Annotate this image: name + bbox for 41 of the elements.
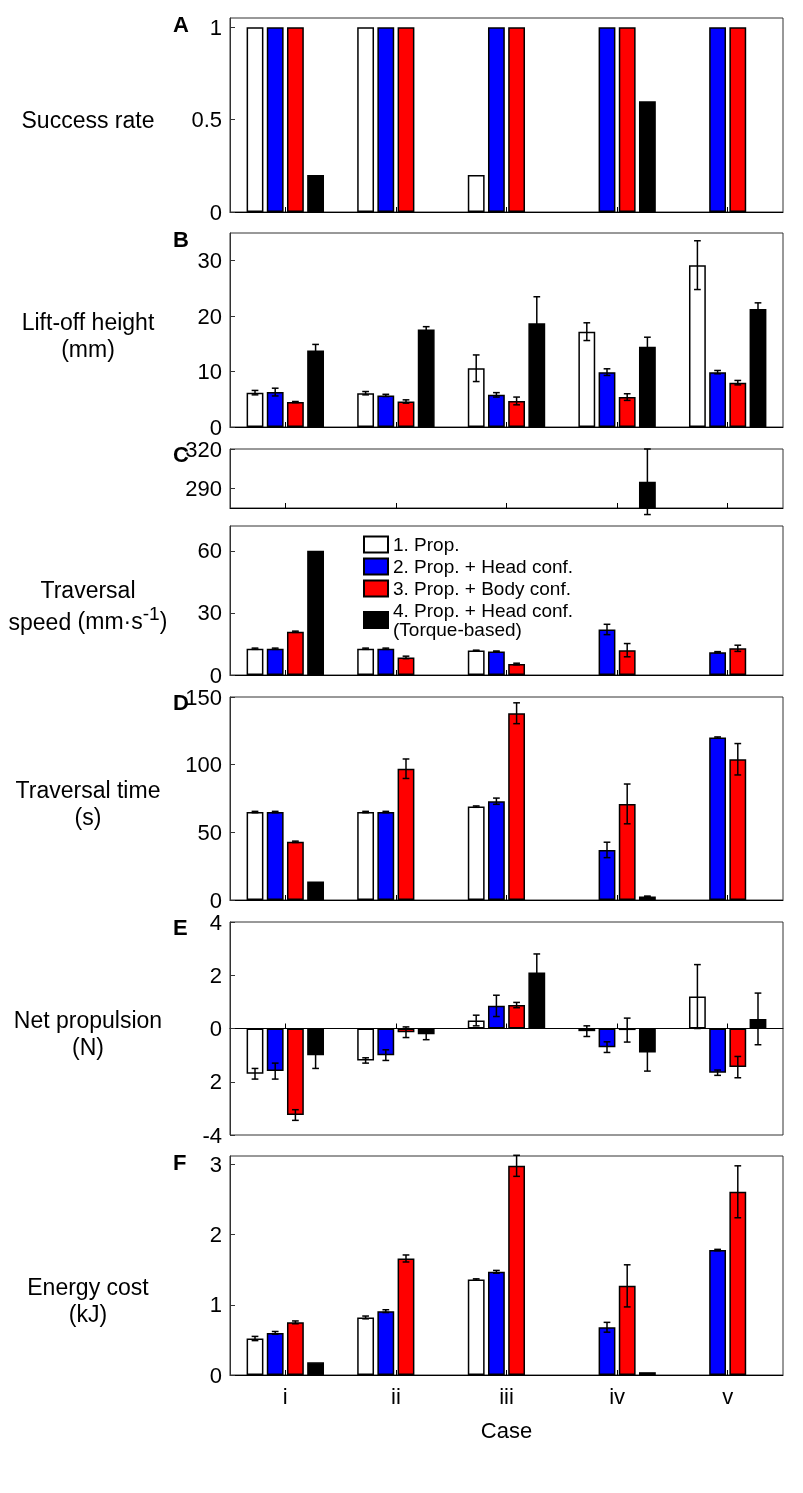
- y-tick-label: 1: [209, 14, 222, 40]
- y-tick-label: 0: [209, 414, 222, 440]
- legend-label: 1. Prop.: [393, 534, 460, 555]
- x-tick-label: i: [282, 1383, 288, 1409]
- y-tick-label: 2: [209, 962, 222, 988]
- y-tick-label: 30: [197, 248, 222, 274]
- y-tick-label: 0: [209, 662, 222, 688]
- chart-title: B: [173, 226, 189, 252]
- chart-title: F: [173, 1149, 187, 1175]
- legend-label: 2. Prop. + Head conf.: [393, 556, 574, 577]
- y-tick-label: 30: [197, 600, 222, 626]
- y-tick-label: 0.5: [191, 107, 222, 133]
- y-tick-label: 0: [209, 1016, 222, 1041]
- y-tick-label: 0: [209, 1362, 222, 1388]
- legend-label: 4. Prop. + Head conf. (Torque-based): [393, 600, 579, 640]
- y-tick-label: 2: [209, 1222, 222, 1248]
- y-tick-label: 0: [209, 199, 222, 225]
- y-axis-title: Traversal speed (mm·s$^{-1}$): [8, 576, 168, 635]
- x-tick-label: ii: [391, 1383, 401, 1409]
- y-tick-label: 3: [209, 1151, 222, 1177]
- chart-title: A: [173, 11, 189, 37]
- y-tick-label: 10: [197, 359, 222, 385]
- y-tick-label: 50: [197, 819, 222, 845]
- y-axis-title: Energy cost (kJ): [27, 1274, 149, 1327]
- x-tick-label: iii: [499, 1383, 514, 1409]
- chart-title: E: [173, 914, 188, 940]
- y-axis-title: Traversal time (s): [15, 776, 161, 830]
- x-tick-label: v: [722, 1383, 734, 1409]
- y-axis-title: Lift-off height (mm): [21, 308, 155, 362]
- y-tick-label: -4: [202, 1122, 222, 1148]
- y-tick-label: 2: [209, 1069, 222, 1095]
- y-axis-title: Net propulsion (N): [13, 1006, 163, 1060]
- x-tick-label: iv: [609, 1383, 626, 1409]
- y-tick-label: 60: [197, 538, 222, 564]
- y-tick-label: 100: [185, 752, 222, 778]
- y-axis-title: Success rate: [21, 107, 155, 133]
- y-tick-label: 1: [209, 1292, 222, 1318]
- x-axis-title: Case: [480, 1417, 533, 1443]
- legend-label: 3. Prop. + Body conf.: [393, 578, 571, 599]
- y-tick-label: 290: [185, 475, 222, 501]
- y-tick-label: 20: [197, 303, 222, 329]
